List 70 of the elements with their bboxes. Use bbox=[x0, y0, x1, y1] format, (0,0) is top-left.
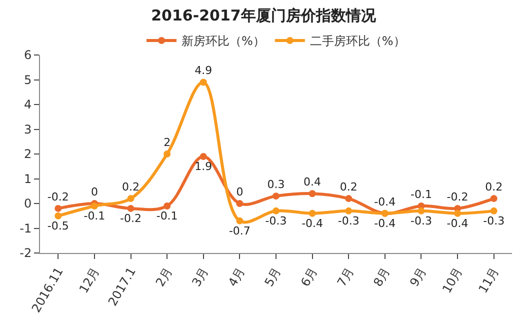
data-label: -0.3 bbox=[265, 214, 287, 228]
legend-label: 新房环比（%） bbox=[182, 34, 265, 48]
data-label: -0.4 bbox=[374, 217, 396, 230]
y-tick-label: 1 bbox=[24, 172, 32, 186]
data-label: -0.5 bbox=[47, 220, 69, 233]
x-tick-label: 7月 bbox=[334, 264, 356, 289]
point bbox=[454, 210, 462, 217]
data-label: 1.9 bbox=[194, 160, 212, 174]
data-label: -0.1 bbox=[84, 210, 106, 223]
y-tick-label: -2 bbox=[20, 246, 32, 260]
x-tick-label: 9月 bbox=[407, 264, 430, 289]
point bbox=[308, 190, 316, 198]
data-label: -0.2 bbox=[120, 212, 142, 226]
data-label: -0.4 bbox=[302, 217, 324, 230]
point bbox=[308, 210, 316, 217]
data-label: -0.1 bbox=[156, 210, 178, 223]
data-label: 0 bbox=[90, 185, 98, 198]
x-tick-label: 5月 bbox=[262, 264, 284, 289]
point bbox=[345, 207, 352, 214]
data-label: -0.7 bbox=[228, 224, 250, 238]
y-tick-label: -1 bbox=[20, 221, 32, 236]
chart-title: 2016-2017年厦门房价指数情况 bbox=[151, 6, 377, 24]
point bbox=[236, 200, 244, 207]
data-label: 0.2 bbox=[122, 180, 140, 194]
point bbox=[127, 204, 134, 212]
point bbox=[127, 195, 134, 202]
point bbox=[164, 150, 171, 158]
point bbox=[90, 202, 98, 210]
x-tick-label: 3月 bbox=[189, 264, 212, 289]
x-tick-label: 6月 bbox=[298, 264, 320, 289]
y-tick-label: 5 bbox=[24, 72, 32, 87]
data-label: -0.3 bbox=[483, 214, 505, 228]
data-label: 2 bbox=[164, 136, 171, 149]
data-label: 0.2 bbox=[340, 180, 358, 194]
point bbox=[200, 152, 207, 160]
data-label: 4.9 bbox=[194, 64, 212, 78]
data-label: 0.2 bbox=[485, 180, 503, 194]
y-tick-label: 4 bbox=[24, 98, 32, 112]
data-label: -0.2 bbox=[47, 190, 69, 204]
x-tick-label: 12月 bbox=[76, 264, 102, 296]
point bbox=[490, 195, 498, 202]
point bbox=[54, 204, 62, 212]
point bbox=[418, 207, 425, 214]
point bbox=[200, 78, 207, 86]
x-tick-label: 11月 bbox=[476, 264, 502, 296]
y-tick-label: 6 bbox=[24, 48, 32, 62]
x-tick-label: 10月 bbox=[440, 264, 466, 296]
data-label: -0.3 bbox=[410, 214, 432, 228]
legend-label: 二手房环比（%） bbox=[310, 34, 406, 48]
data-label: -0.2 bbox=[446, 190, 468, 204]
point bbox=[54, 212, 62, 220]
data-label: 0.3 bbox=[267, 178, 285, 191]
point bbox=[236, 217, 244, 224]
point bbox=[272, 207, 280, 214]
data-label: -0.4 bbox=[374, 195, 396, 208]
y-tick-label: 0 bbox=[24, 196, 32, 211]
data-label: 0.4 bbox=[304, 175, 322, 188]
point bbox=[345, 195, 352, 202]
point bbox=[490, 207, 498, 214]
data-label: -0.1 bbox=[410, 188, 432, 201]
y-tick-label: 3 bbox=[24, 122, 32, 136]
point bbox=[164, 202, 171, 210]
data-label: 0 bbox=[236, 185, 244, 198]
data-label: -0.3 bbox=[338, 214, 360, 228]
y-tick-label: 2 bbox=[24, 147, 32, 162]
x-tick-label: 4月 bbox=[226, 264, 248, 289]
data-label: -0.4 bbox=[446, 217, 468, 230]
x-tick-label: 8月 bbox=[370, 264, 393, 289]
point bbox=[272, 192, 280, 200]
x-tick-label: 2月 bbox=[152, 264, 175, 289]
